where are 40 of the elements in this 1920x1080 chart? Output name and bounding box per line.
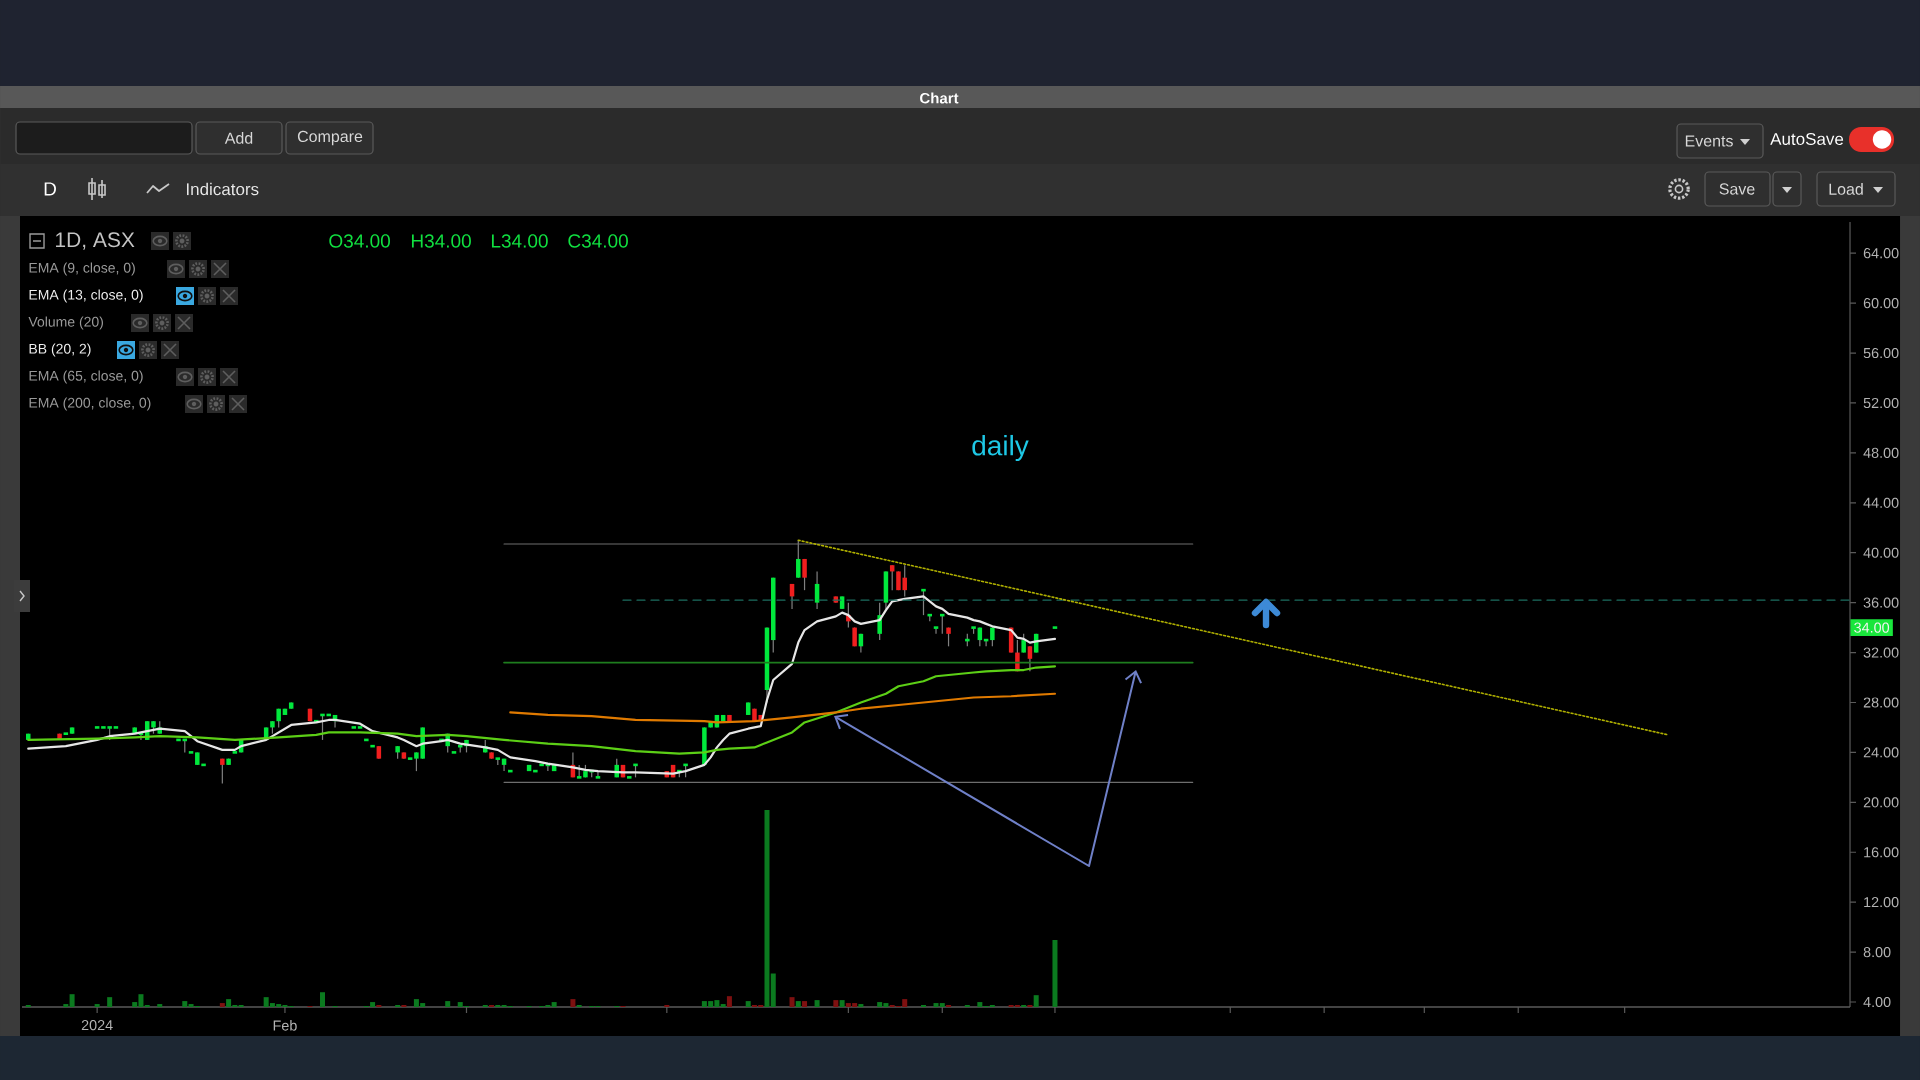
annotation: C34.00	[568, 234, 628, 248]
y-tick-label: 56.00	[1863, 347, 1899, 359]
y-tick-label: 32.00	[1863, 647, 1899, 658]
y-tick-label: 28.00	[1863, 697, 1899, 708]
y-tick-label: 64.00	[1863, 248, 1899, 259]
text: Save	[1719, 183, 1755, 195]
annotation: Volume (20)	[28, 316, 103, 330]
y-tick-label: 24.00	[1863, 747, 1899, 758]
y-tick-label: 40.00	[1863, 547, 1899, 558]
text: Indicators	[186, 182, 259, 196]
text: Add	[224, 132, 253, 144]
x-tick-label: Feb	[273, 1020, 297, 1031]
annotation: O34.00	[329, 234, 390, 248]
y-tick-label: 4.00	[1863, 996, 1891, 1008]
text: D	[44, 182, 56, 196]
text: Load	[1829, 183, 1863, 195]
y-tick-label: 36.00	[1863, 597, 1899, 608]
y-tick-label: 44.00	[1863, 497, 1899, 508]
y-tick-label: 16.00	[1864, 847, 1899, 858]
y-tick-label: 60.00	[1863, 298, 1899, 309]
y-tick-label: 20.00	[1863, 797, 1899, 808]
annotation: L34.00	[491, 234, 548, 248]
annotation: EMA (65, close, 0)	[29, 370, 143, 384]
annotation: EMA (9, close, 0)	[29, 262, 135, 276]
text: Chart	[920, 92, 959, 104]
annotation: EMA (13, close, 0)	[29, 289, 143, 303]
text: Events	[1685, 135, 1733, 147]
annotation: daily	[972, 434, 1029, 462]
annotation: 34.00	[1854, 622, 1890, 633]
text: AutoSave	[1770, 132, 1844, 145]
y-tick-label: 12.00	[1864, 897, 1899, 908]
annotation: BB (20, 2)	[29, 343, 91, 357]
y-tick-label: 52.00	[1863, 397, 1899, 409]
annotation: EMA (200, close, 0)	[29, 397, 151, 411]
x-tick-label: 2024	[81, 1020, 113, 1031]
chart-title: 1D, ASX	[56, 232, 135, 250]
y-tick-label: 8.00	[1863, 947, 1891, 958]
annotation: H34.00	[411, 234, 471, 248]
y-tick-label: 48.00	[1863, 447, 1899, 458]
text: Compare	[297, 130, 363, 146]
